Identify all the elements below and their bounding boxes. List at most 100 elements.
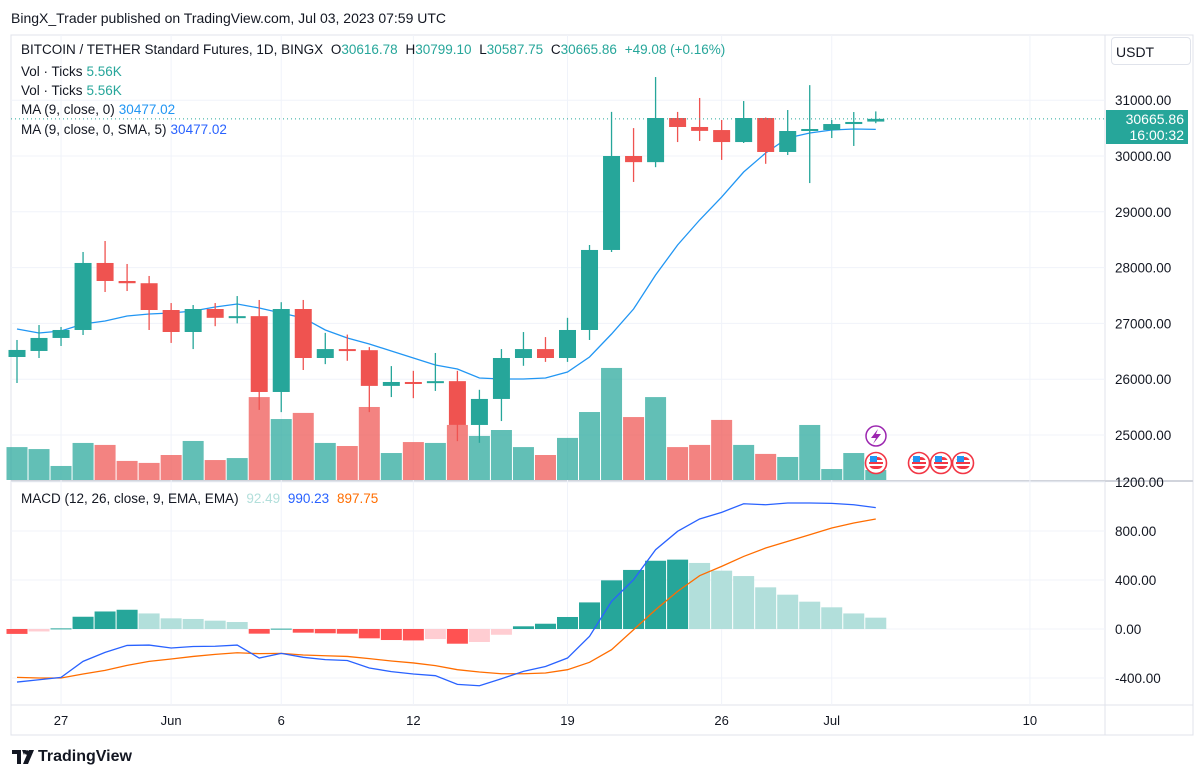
- candle: [426, 352, 444, 391]
- macd-tick-label: -400.00: [1115, 671, 1161, 686]
- x-tick-label: 6: [278, 713, 285, 728]
- volume-bar: [226, 458, 248, 480]
- macd-tick-label: 1200.00: [1115, 475, 1164, 490]
- volume-bar: [711, 419, 733, 480]
- low-value: 30587.75: [486, 42, 544, 57]
- volume-value: 5.56K: [86, 64, 122, 79]
- ma-legend-2[interactable]: MA (9, close, 0, SMA, 5) 30477.02: [21, 122, 231, 137]
- candle-body: [779, 131, 797, 152]
- candle: [514, 332, 532, 366]
- volume-bar: [512, 447, 534, 480]
- volume-bar: [689, 444, 711, 480]
- ma-line: [16, 128, 876, 380]
- volume-bar: [72, 442, 94, 480]
- x-tick-label: 10: [1023, 713, 1037, 728]
- macd-histogram-bar: [28, 629, 50, 632]
- volume-bar: [777, 456, 799, 480]
- candle-body: [404, 381, 422, 384]
- candle: [96, 240, 114, 292]
- macd-tick-label: 800.00: [1115, 524, 1156, 539]
- candle-body: [559, 329, 576, 358]
- volume-bar: [424, 442, 446, 480]
- ma-legend-1[interactable]: MA (9, close, 0) 30477.02: [21, 102, 179, 117]
- macd-histogram-bar: [226, 622, 248, 629]
- volume-bar: [645, 397, 667, 480]
- candle-body: [691, 126, 709, 131]
- price-tick-label: 26000.00: [1115, 372, 1171, 387]
- flag-canton: [957, 456, 964, 462]
- candle-body: [492, 357, 510, 399]
- macd-legend[interactable]: MACD (12, 26, close, 9, EMA, EMA) 92.49 …: [21, 491, 382, 506]
- candle: [140, 275, 158, 330]
- candle-body: [96, 262, 114, 281]
- volume-bar: [270, 419, 292, 480]
- currency-selector[interactable]: USDT: [1111, 37, 1191, 65]
- candle-body: [184, 309, 202, 332]
- candle-body: [272, 309, 290, 392]
- macd-histogram-bar: [534, 623, 556, 629]
- open-value: 30616.78: [341, 42, 398, 57]
- candle: [404, 370, 422, 399]
- footer-brand[interactable]: TradingView: [12, 748, 132, 766]
- candle: [272, 302, 290, 413]
- macd-histogram-bar: [446, 629, 468, 644]
- candle: [228, 296, 246, 324]
- x-tick-label: Jun: [161, 713, 182, 728]
- macd-histogram-bar: [468, 629, 490, 642]
- candle: [625, 128, 643, 182]
- price-tick-label: 31000.00: [1115, 93, 1171, 108]
- volume-bar: [204, 460, 226, 480]
- symbol-title[interactable]: BITCOIN / TETHER Standard Futures, 1D, B…: [21, 42, 324, 57]
- candle: [647, 77, 665, 168]
- candle-body: [845, 121, 863, 125]
- volume-bar: [468, 435, 490, 480]
- price-tick-label: 27000.00: [1115, 316, 1171, 331]
- macd-histogram-bar: [711, 570, 733, 629]
- close-value: 30665.86: [560, 42, 617, 57]
- volume-bar: [402, 442, 424, 480]
- candle-body: [250, 316, 268, 392]
- candle-body: [603, 156, 621, 250]
- flag-canton: [913, 456, 920, 462]
- volume-bar: [28, 449, 50, 480]
- volume-bar: [623, 417, 645, 480]
- volume-bar: [557, 437, 578, 480]
- brand-name: TradingView: [38, 748, 132, 765]
- price-tick-label: 25000.00: [1115, 428, 1171, 443]
- candle-body: [801, 128, 819, 132]
- volume-bar: [821, 469, 843, 480]
- last-price-label: 30665.86 16:00:32: [1106, 110, 1188, 144]
- candle: [8, 339, 26, 383]
- x-tick-label: 19: [560, 713, 574, 728]
- volume-bar: [160, 455, 182, 480]
- candle-body: [625, 156, 643, 163]
- last-price: 30665.86: [1125, 111, 1184, 127]
- macd-histogram-bar: [402, 629, 424, 641]
- macd-histogram-bar: [94, 611, 116, 629]
- macd-tick-label: 400.00: [1115, 573, 1156, 588]
- flag-stripe: [934, 464, 948, 466]
- candle-body: [470, 398, 488, 425]
- candle: [360, 347, 378, 413]
- macd-histogram-bar: [821, 607, 843, 629]
- macd-histogram-bar: [755, 587, 777, 629]
- published-caption: BingX_Trader published on TradingView.co…: [11, 10, 447, 26]
- macd-line-value: 990.23: [287, 491, 330, 506]
- volume-label: Vol · Ticks: [21, 83, 83, 98]
- macd-histogram-bar: [380, 629, 402, 641]
- volume-legend-1[interactable]: Vol · Ticks 5.56K: [21, 64, 126, 79]
- flag-stripe: [869, 464, 883, 466]
- volume-legend-2[interactable]: Vol · Ticks 5.56K: [21, 83, 126, 98]
- volume-bar: [116, 460, 138, 480]
- candle: [867, 111, 885, 124]
- candle: [74, 251, 92, 336]
- candle-body: [823, 124, 841, 131]
- macd-histogram-bar: [336, 629, 358, 634]
- macd-histogram-bar: [733, 576, 755, 629]
- x-tick-label: Jul: [823, 713, 840, 728]
- macd-histogram-bar: [204, 620, 226, 629]
- volume-bar: [6, 447, 28, 480]
- us-flag-event-icon: [951, 451, 975, 475]
- volume-bar: [138, 462, 160, 480]
